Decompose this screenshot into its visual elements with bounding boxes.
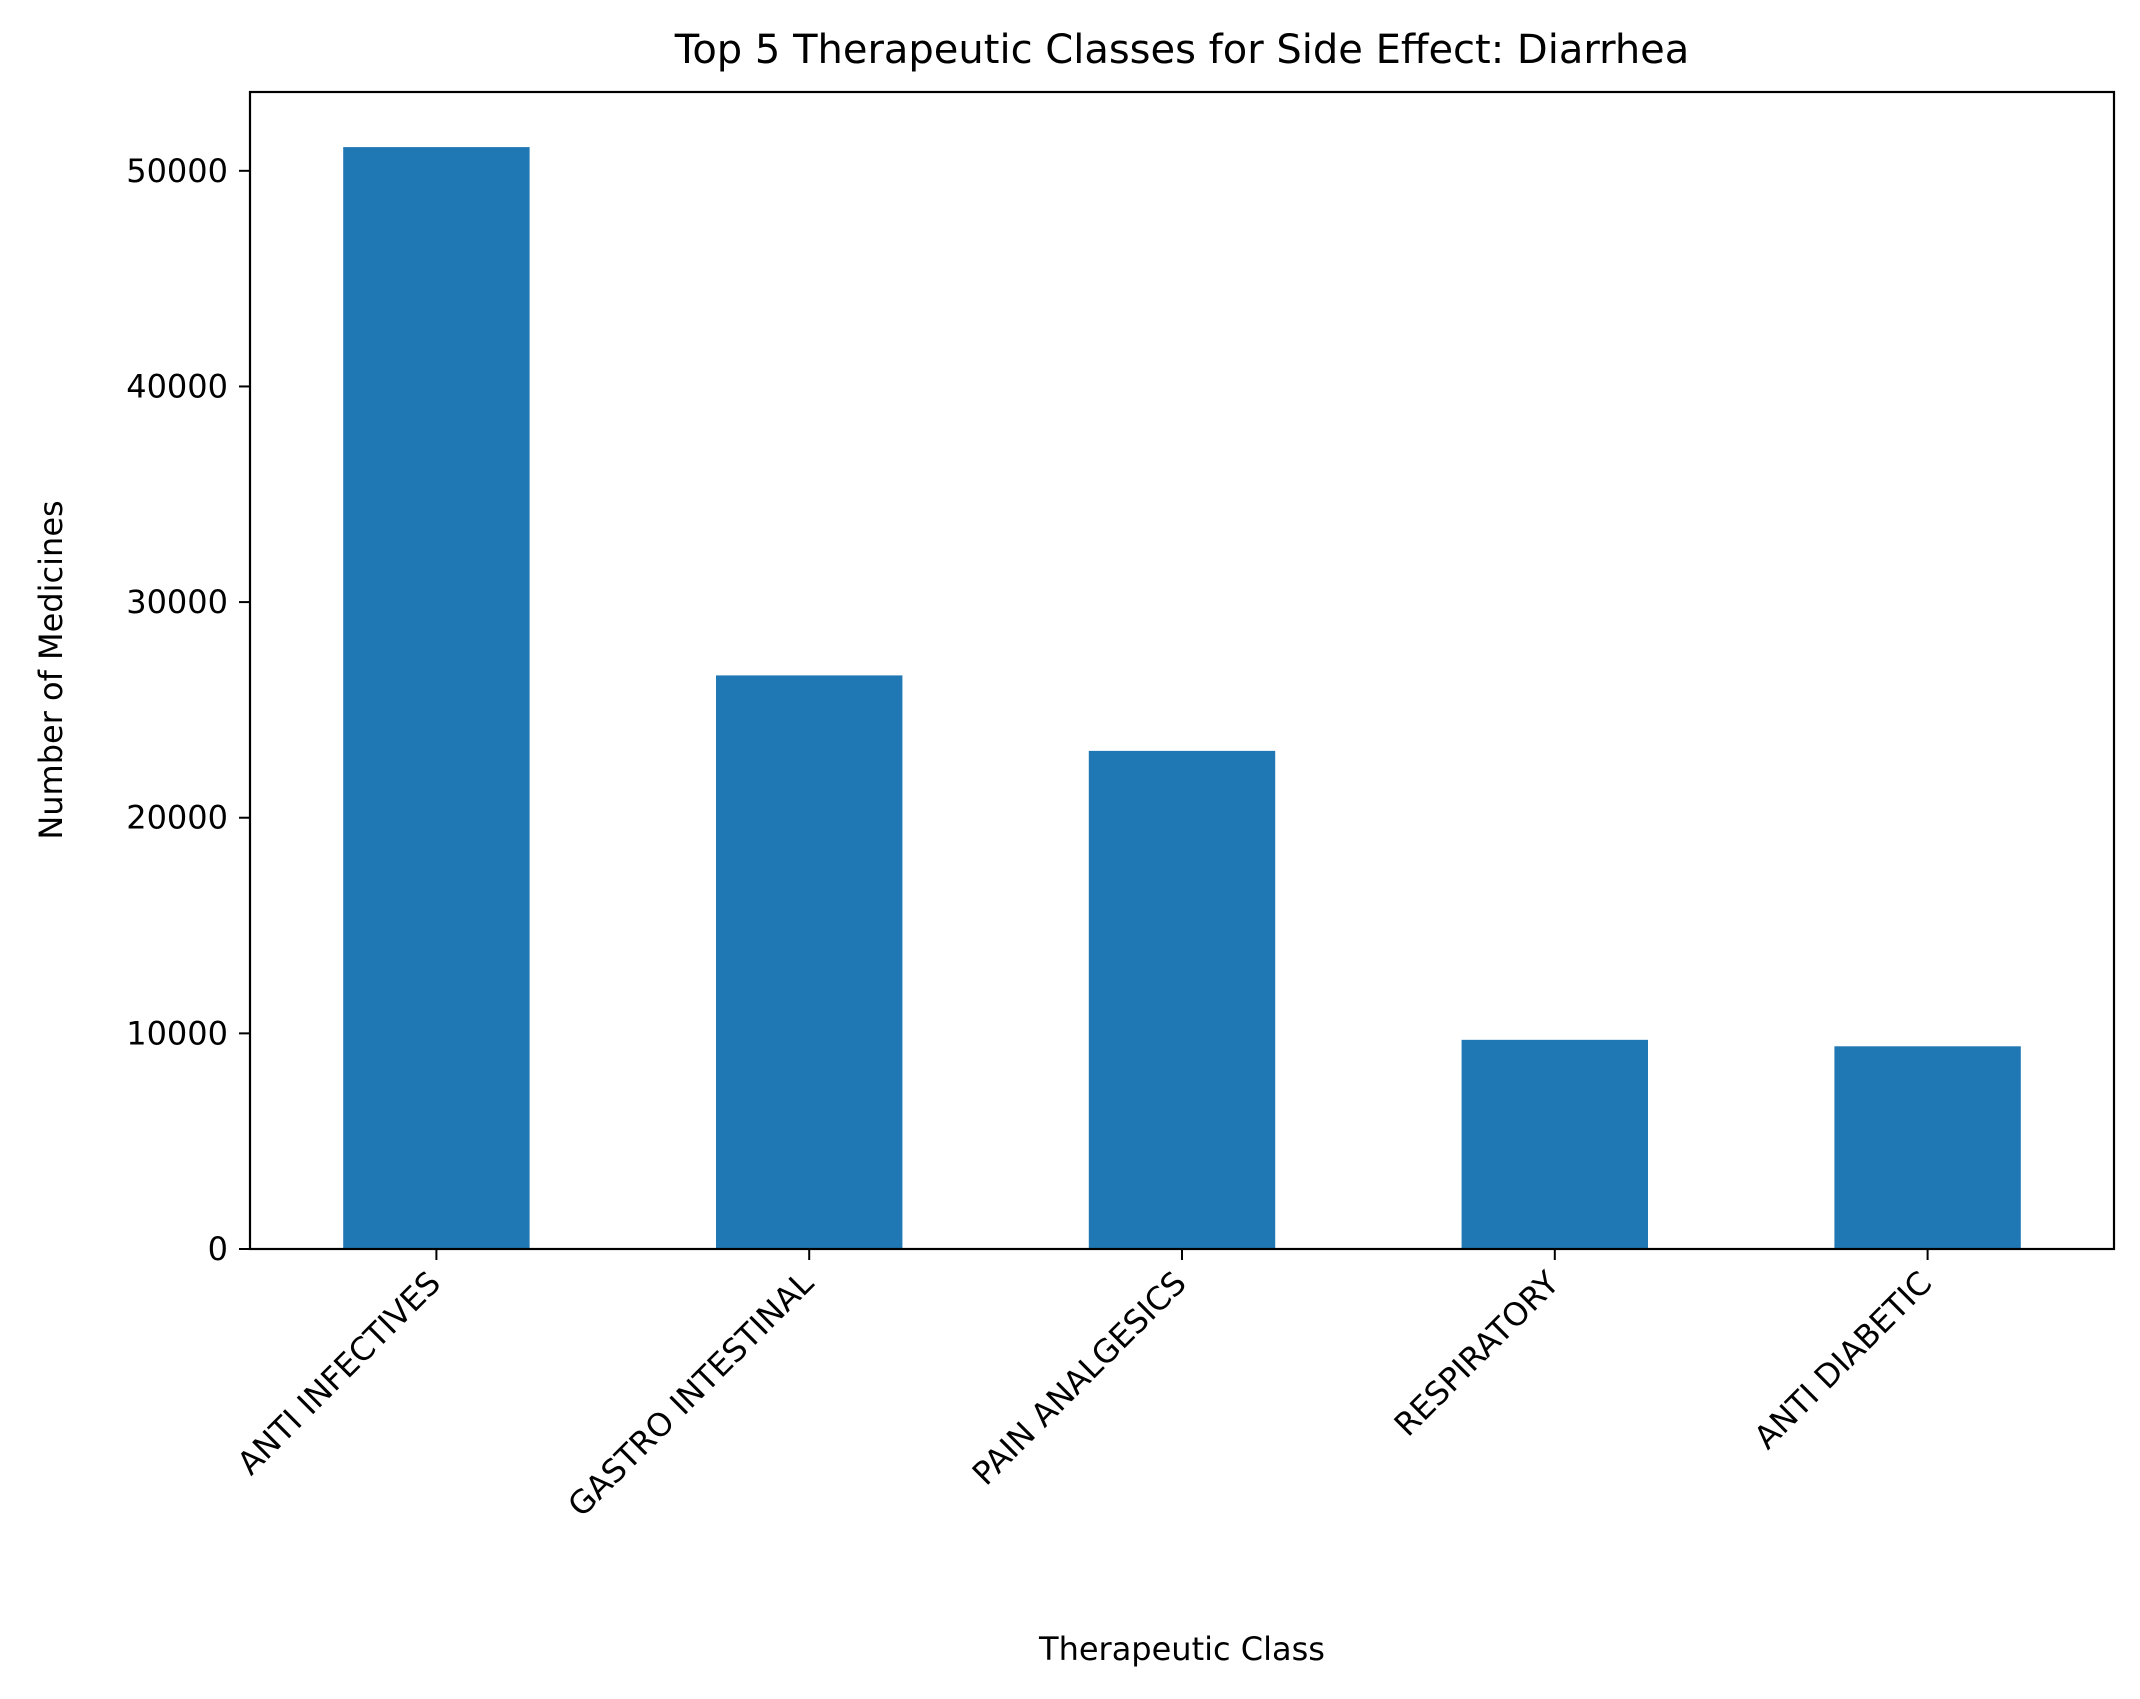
y-tick-label: 0 xyxy=(208,1230,228,1268)
x-axis-label: Therapeutic Class xyxy=(1038,1630,1325,1668)
plot-frame xyxy=(248,90,2116,1251)
bar-anti-infectives xyxy=(343,147,530,1250)
y-axis: 0 10000 20000 30000 40000 50000 xyxy=(126,152,250,1268)
bar-anti-diabetic xyxy=(1834,1046,2021,1249)
y-tick-label: 10000 xyxy=(126,1014,228,1052)
bar-pain-analgesics xyxy=(1088,750,1276,1249)
chart-title: Top 5 Therapeutic Classes for Side Effec… xyxy=(674,27,1690,73)
bar-respiratory xyxy=(1461,1039,1648,1249)
bar-gastro-intestinal xyxy=(716,675,903,1249)
y-tick-label: 40000 xyxy=(126,367,228,405)
y-tick-label: 50000 xyxy=(126,152,228,190)
bars-group xyxy=(343,147,2021,1250)
y-tick-label: 20000 xyxy=(126,799,228,837)
y-tick-label: 30000 xyxy=(126,583,228,621)
y-axis-label: Number of Medicines xyxy=(32,500,70,839)
